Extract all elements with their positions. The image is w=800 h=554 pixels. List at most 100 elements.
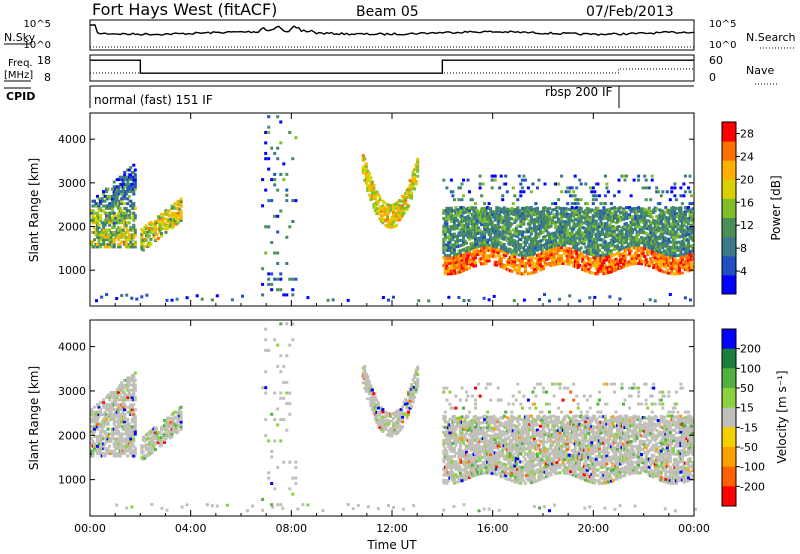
heatmap-cell bbox=[279, 391, 283, 395]
heatmap-cell bbox=[548, 243, 551, 247]
heatmap-cell bbox=[396, 426, 400, 430]
heatmap-cell bbox=[465, 398, 468, 402]
heatmap-cell bbox=[667, 237, 671, 241]
heatmap-cell bbox=[442, 390, 446, 394]
heatmap-cell bbox=[474, 438, 477, 442]
heatmap-cell bbox=[644, 231, 648, 235]
heatmap-cell bbox=[375, 415, 379, 419]
heatmap-cell bbox=[443, 415, 447, 419]
heatmap-cell bbox=[504, 246, 508, 250]
heatmap-cell bbox=[111, 206, 115, 210]
heatmap-cell bbox=[126, 422, 130, 426]
heatmap-cell bbox=[443, 465, 447, 469]
heatmap-cell bbox=[484, 209, 488, 213]
heatmap-cell bbox=[691, 244, 695, 247]
heatmap-cell bbox=[688, 229, 692, 233]
heatmap-cell bbox=[291, 338, 295, 342]
heatmap-cell bbox=[91, 425, 95, 429]
heatmap-cell bbox=[442, 460, 446, 464]
heatmap-cell bbox=[578, 211, 582, 215]
heatmap-cell bbox=[454, 443, 458, 447]
heatmap-cell bbox=[132, 393, 136, 397]
heatmap-cell bbox=[513, 255, 517, 259]
heatmap-cell bbox=[446, 428, 450, 432]
heatmap-cell bbox=[578, 224, 582, 228]
heatmap-cell bbox=[112, 226, 116, 230]
heatmap-cell bbox=[593, 295, 597, 299]
heatmap-cell bbox=[158, 221, 162, 225]
heatmap-cell bbox=[126, 185, 130, 189]
heatmap-cell bbox=[126, 427, 130, 431]
heatmap-cell bbox=[105, 206, 109, 210]
heatmap-cell bbox=[378, 411, 382, 415]
heatmap-cell bbox=[111, 435, 115, 438]
heatmap-cell bbox=[668, 293, 672, 296]
heatmap-cell bbox=[578, 237, 582, 241]
cpid-rbsp-text: rbsp 200 IF bbox=[545, 85, 612, 99]
heatmap-cell bbox=[489, 209, 493, 213]
heatmap-cell bbox=[640, 228, 644, 232]
heatmap-cell bbox=[465, 267, 468, 271]
heatmap-cell bbox=[133, 180, 137, 184]
heatmap-cell bbox=[570, 186, 574, 190]
heatmap-cell bbox=[140, 235, 144, 239]
heatmap-cell bbox=[578, 209, 582, 212]
heatmap-cell bbox=[452, 214, 456, 218]
heatmap-cell bbox=[451, 225, 455, 228]
heatmap-cell bbox=[542, 222, 545, 226]
heatmap-cell bbox=[416, 174, 420, 178]
heatmap-cell bbox=[534, 202, 538, 206]
heatmap-cell bbox=[458, 215, 462, 219]
heatmap-cell bbox=[111, 452, 115, 455]
heatmap-cell bbox=[528, 264, 532, 267]
heatmap-cell bbox=[363, 369, 367, 373]
heatmap-cell bbox=[471, 241, 474, 245]
heatmap-cell bbox=[118, 417, 122, 421]
heatmap-cell bbox=[102, 403, 106, 407]
heatmap-cell bbox=[149, 237, 153, 241]
heatmap-cell bbox=[455, 462, 459, 466]
heatmap-cell bbox=[529, 232, 533, 236]
heatmap-cell bbox=[489, 233, 493, 237]
heatmap-cell bbox=[130, 452, 134, 455]
heatmap-cell bbox=[691, 230, 695, 234]
heatmap-cell bbox=[489, 228, 493, 232]
heatmap-cell bbox=[468, 258, 471, 262]
heatmap-cell bbox=[346, 298, 350, 302]
heatmap-cell bbox=[114, 204, 118, 208]
heatmap-cell bbox=[519, 214, 523, 218]
heatmap-cell bbox=[133, 231, 137, 234]
heatmap-cell bbox=[585, 217, 589, 221]
heatmap-cell bbox=[133, 383, 137, 387]
heatmap-cell bbox=[411, 398, 415, 401]
heatmap-cell bbox=[454, 406, 458, 410]
colorbar-swatch bbox=[722, 255, 736, 276]
heatmap-cell bbox=[109, 413, 113, 416]
heatmap-cell bbox=[597, 230, 601, 234]
heatmap-cell bbox=[279, 172, 283, 176]
heatmap-cell bbox=[687, 259, 690, 262]
heatmap-cell bbox=[471, 461, 474, 465]
heatmap-cell bbox=[112, 393, 116, 397]
heatmap-cell bbox=[625, 245, 628, 249]
heatmap-cell bbox=[682, 242, 686, 246]
heatmap-cell bbox=[655, 220, 659, 224]
heatmap-cell bbox=[288, 277, 292, 281]
heatmap-cell bbox=[364, 164, 368, 168]
heatmap-cell bbox=[623, 227, 627, 231]
heatmap-cell bbox=[685, 225, 689, 229]
heatmap-cell bbox=[123, 194, 127, 198]
heatmap-cell bbox=[279, 272, 283, 276]
heatmap-cell bbox=[622, 265, 625, 269]
heatmap-cell bbox=[466, 455, 470, 459]
heatmap-cell bbox=[118, 206, 122, 210]
heatmap-cell bbox=[200, 297, 204, 301]
heatmap-cell bbox=[628, 206, 632, 210]
heatmap-cell bbox=[472, 436, 476, 440]
heatmap-cell bbox=[625, 253, 628, 257]
heatmap-cell bbox=[534, 220, 538, 224]
heatmap-cell bbox=[370, 395, 374, 399]
heatmap-cell bbox=[481, 182, 485, 186]
heatmap-cell bbox=[451, 190, 455, 194]
